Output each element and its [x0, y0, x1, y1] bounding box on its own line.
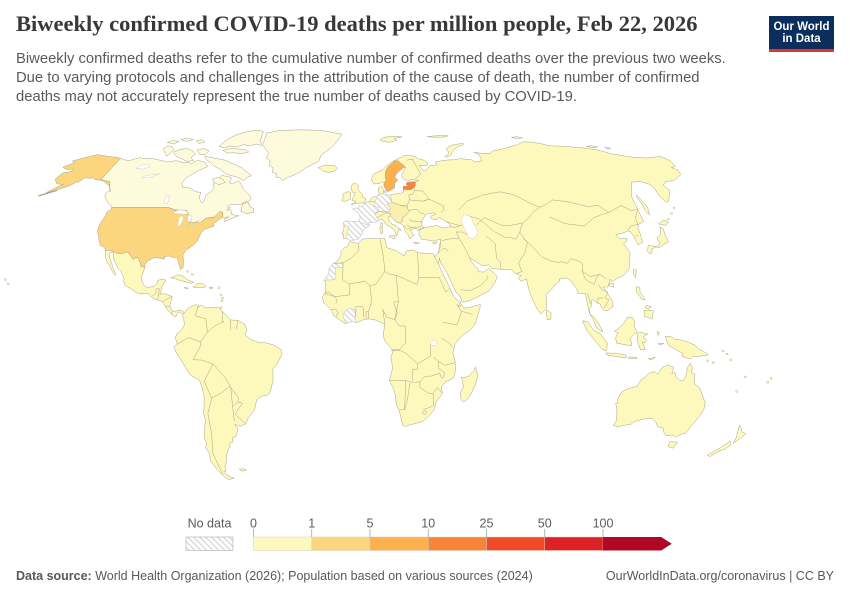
svg-text:5: 5	[367, 517, 374, 531]
svg-text:1: 1	[308, 517, 315, 531]
svg-text:50: 50	[538, 517, 552, 531]
svg-text:0: 0	[250, 517, 257, 531]
svg-text:100: 100	[593, 517, 614, 531]
svg-text:25: 25	[480, 517, 494, 531]
svg-text:No data: No data	[188, 517, 232, 531]
svg-text:10: 10	[421, 517, 435, 531]
